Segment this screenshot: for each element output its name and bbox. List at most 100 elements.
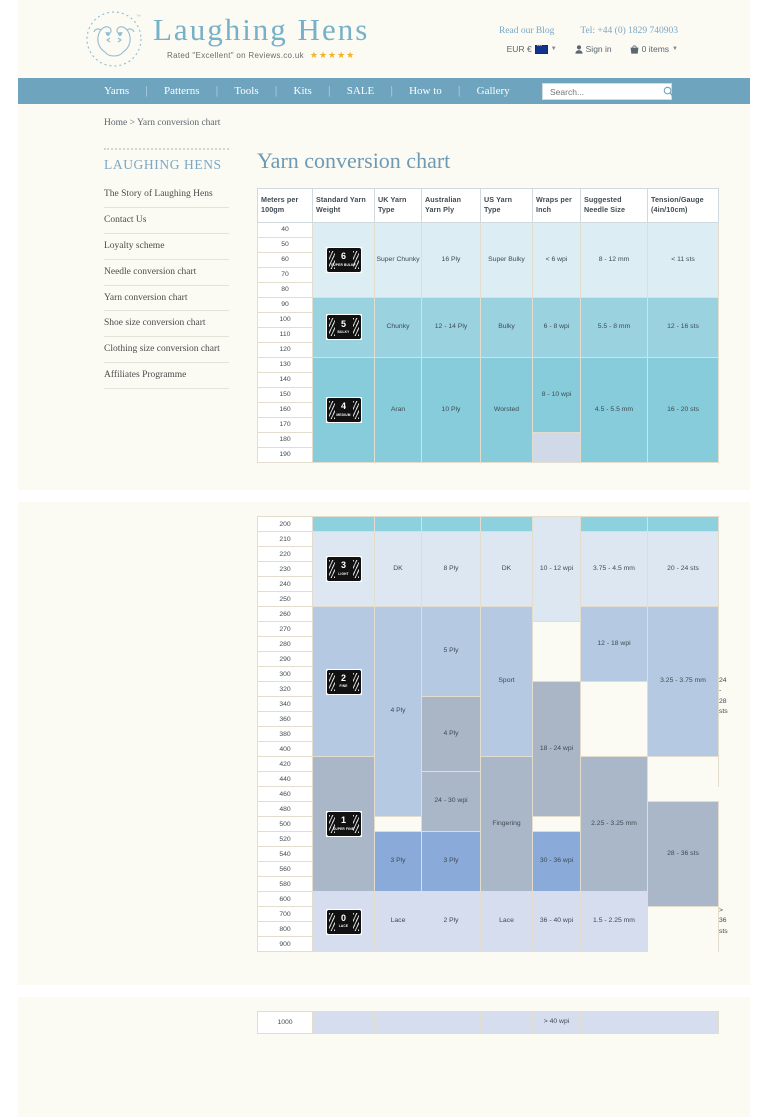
search-input[interactable] xyxy=(548,85,663,98)
yarn-conversion-table-part-1: Meters per 100gm Standard Yarn Weight UK… xyxy=(257,188,719,463)
meters-cell: 900 xyxy=(257,936,313,952)
symbol-cell-6: 6 SUPER BULKY xyxy=(312,221,375,298)
col-us-type: US Yarn Type xyxy=(480,188,533,223)
needle-cell: 2.25 - 3.25 mm xyxy=(580,756,648,892)
table-row: 170 xyxy=(257,416,719,433)
meters-cell: 1000 xyxy=(257,1011,313,1034)
sidebar-item-story[interactable]: The Story of Laughing Hens xyxy=(104,182,229,208)
yarn-weight-symbol-icon: 2 FINE xyxy=(325,668,362,695)
meters-cell: 210 xyxy=(257,531,313,547)
needle-cell: 3.25 - 3.75 mm xyxy=(647,606,719,757)
table-row: 70 xyxy=(257,266,719,283)
uk-type-cell: 3 Ply xyxy=(374,831,422,892)
blog-link[interactable]: Read our Blog xyxy=(499,26,555,36)
site-logo[interactable]: ™ Laughing Hens Rated "Excellent" on Rev… xyxy=(83,8,369,70)
sidebar-item-clothing-chart[interactable]: Clothing size conversion chart xyxy=(104,337,229,364)
col-meters: Meters per 100gm xyxy=(257,188,313,223)
currency-label: EUR € xyxy=(506,44,532,54)
meters-cell: 110 xyxy=(257,326,313,343)
main-content: Yarn conversion chart Meters per 100gm S… xyxy=(257,148,750,463)
us-type-cell: Bulky xyxy=(480,296,533,358)
col-uk-type: UK Yarn Type xyxy=(374,188,422,223)
sidebar-item-needle-chart[interactable]: Needle conversion chart xyxy=(104,260,229,286)
brand-name: Laughing Hens xyxy=(153,12,370,47)
meters-cell: 700 xyxy=(257,906,313,922)
yarn-conversion-table-part-3: 1000 > 40 wpi xyxy=(257,1011,719,1034)
document-page-2: 200 10 - 12 wpi 210 3 LIGHT DK 8 Ply DK xyxy=(18,502,750,985)
au-ply-cell: 8 Ply xyxy=(421,531,481,607)
content-area: Home > Yarn conversion chart LAUGHING HE… xyxy=(18,104,750,463)
table-row: 40 6 SUPER BULKY Super Chunky 16 Ply Sup… xyxy=(257,221,719,298)
table-row: 420 1 SUPER FINE Fingering 2.25 - 3.25 m… xyxy=(257,756,719,892)
nav-item-how-to[interactable]: How to xyxy=(409,85,442,97)
yarn-weight-symbol-icon: 6 SUPER BULKY xyxy=(325,246,362,273)
table-row: 580 xyxy=(257,876,719,892)
table-row: 120 xyxy=(257,341,719,358)
symbol-cell-2: 2 FINE xyxy=(312,606,375,757)
tension-cell: 12 - 16 sts xyxy=(647,296,719,358)
meters-cell: 240 xyxy=(257,576,313,592)
cart-label: 0 items xyxy=(641,44,670,54)
sidebar-item-contact[interactable]: Contact Us xyxy=(104,208,229,234)
weight-band xyxy=(374,1011,422,1034)
carryover-band xyxy=(312,516,375,532)
table-row: 400 xyxy=(257,741,719,757)
sidebar-item-loyalty[interactable]: Loyalty scheme xyxy=(104,234,229,260)
nav-item-tools[interactable]: Tools xyxy=(234,85,259,97)
search-box[interactable] xyxy=(542,83,674,100)
meters-cell: 260 xyxy=(257,606,313,622)
yarn-weight-symbol-icon: 5 BULKY xyxy=(325,314,362,341)
weight-band xyxy=(580,1011,648,1034)
sidebar-item-affiliates[interactable]: Affiliates Programme xyxy=(104,363,229,389)
currency-selector[interactable]: EUR € ▼ xyxy=(506,43,557,55)
meters-cell: 480 xyxy=(257,801,313,817)
meters-cell: 300 xyxy=(257,666,313,682)
user-icon xyxy=(575,44,583,54)
table-row: 300 xyxy=(257,666,719,682)
meters-cell: 90 xyxy=(257,296,313,313)
au-ply-cell: 2 Ply xyxy=(421,891,481,952)
sign-in-link[interactable]: Sign in xyxy=(575,44,612,54)
meters-cell: 130 xyxy=(257,356,313,373)
meters-cell: 380 xyxy=(257,726,313,742)
col-au-ply: Australian Yarn Ply xyxy=(421,188,481,223)
wpi-cell: 24 - 30 wpi xyxy=(421,771,481,832)
us-type-cell: Worsted xyxy=(480,356,533,463)
meters-cell: 280 xyxy=(257,636,313,652)
nav-item-patterns[interactable]: Patterns xyxy=(164,85,200,97)
table-row: 210 3 LIGHT DK 8 Ply DK 3.75 - 4.5 mm 20… xyxy=(257,531,719,607)
main-navigation: Yarns | Patterns | Tools | Kits | SALE |… xyxy=(18,78,750,104)
meters-cell: 40 xyxy=(257,221,313,238)
table-row: 230 xyxy=(257,561,719,577)
tagline-text: Rated "Excellent" on Reviews.co.uk xyxy=(167,51,304,60)
cart-link[interactable]: 0 items ▼ xyxy=(630,44,678,54)
meters-cell: 70 xyxy=(257,266,313,283)
table-row: 900 xyxy=(257,936,719,952)
nav-separator: | xyxy=(327,85,331,97)
uk-type-cell: Super Chunky xyxy=(374,221,422,298)
nav-item-kits[interactable]: Kits xyxy=(293,85,312,97)
meters-cell: 600 xyxy=(257,891,313,907)
meters-cell: 500 xyxy=(257,816,313,832)
table-row: 440 24 - 30 wpi xyxy=(257,771,719,832)
sidebar-item-yarn-chart[interactable]: Yarn conversion chart xyxy=(104,286,229,312)
meters-cell: 80 xyxy=(257,281,313,298)
tension-cell: 28 - 36 sts xyxy=(647,801,719,907)
table-row: 540 xyxy=(257,846,719,862)
uk-type-cell: Aran xyxy=(374,356,422,463)
table-row: 260 2 FINE 4 Ply 5 Ply Sport 12 - 18 wpi… xyxy=(257,606,728,817)
nav-item-sale[interactable]: SALE xyxy=(346,85,375,97)
au-ply-cell: 16 Ply xyxy=(421,221,481,298)
table-row: 800 xyxy=(257,921,719,937)
sidebar-item-shoe-chart[interactable]: Shoe size conversion chart xyxy=(104,311,229,338)
tension-cell: 20 - 24 sts xyxy=(647,531,719,607)
search-icon[interactable] xyxy=(663,86,674,97)
table-row: 480 28 - 36 sts xyxy=(257,801,719,907)
table-row: 200 10 - 12 wpi xyxy=(257,516,719,622)
sidebar-title: LAUGHING HENS xyxy=(104,157,222,172)
nav-item-yarns[interactable]: Yarns xyxy=(104,85,130,97)
nav-item-gallery[interactable]: Gallery xyxy=(476,85,510,97)
table-row: 60 xyxy=(257,251,719,268)
meters-cell: 560 xyxy=(257,861,313,877)
chevron-down-icon: ▼ xyxy=(550,46,557,52)
